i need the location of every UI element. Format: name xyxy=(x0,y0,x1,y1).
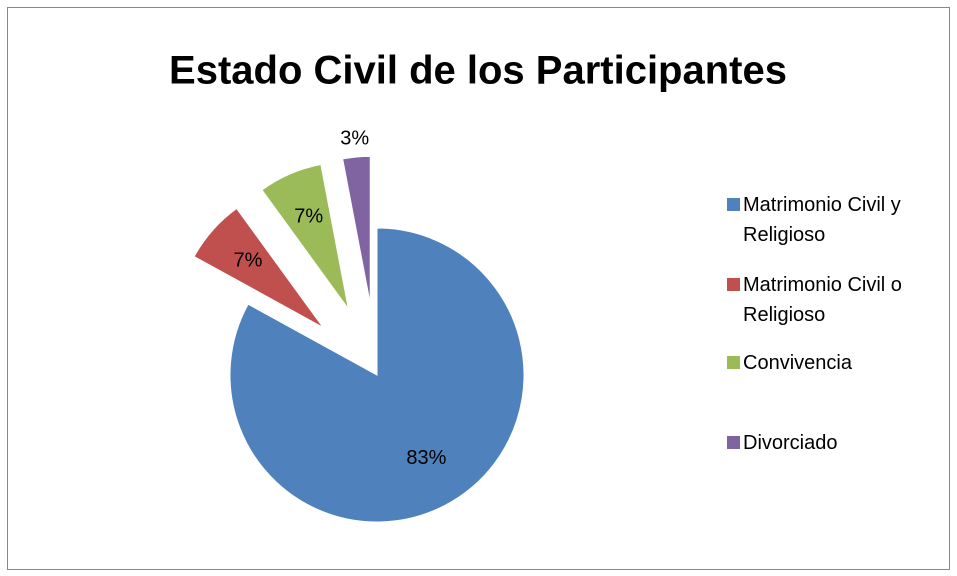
legend-item: Matrimonio Civil y Religioso xyxy=(727,190,949,250)
legend-label: Divorciado xyxy=(743,432,838,454)
legend-swatch xyxy=(727,356,740,369)
pie-slice xyxy=(193,207,324,328)
data-label: 83% xyxy=(406,447,446,469)
legend-item: Convivencia xyxy=(727,348,949,378)
legend-label: Convivencia xyxy=(743,352,852,374)
legend-label: Matrimonio Civil y Religioso xyxy=(743,194,901,246)
pie-slice xyxy=(261,163,349,310)
legend-swatch xyxy=(727,198,740,211)
legend-swatch xyxy=(727,278,740,291)
legend-item: Divorciado xyxy=(727,428,949,458)
data-label: 7% xyxy=(234,250,263,272)
pie-slice xyxy=(342,155,371,304)
legend-label: Matrimonio Civil o Religioso xyxy=(743,274,902,326)
legend-swatch xyxy=(727,436,740,449)
data-label: 3% xyxy=(340,127,369,149)
pie-slice xyxy=(229,227,525,523)
data-label: 7% xyxy=(294,205,323,227)
chart-title: Estado Civil de los Participantes xyxy=(169,49,787,93)
legend-item: Matrimonio Civil o Religioso xyxy=(727,270,949,330)
